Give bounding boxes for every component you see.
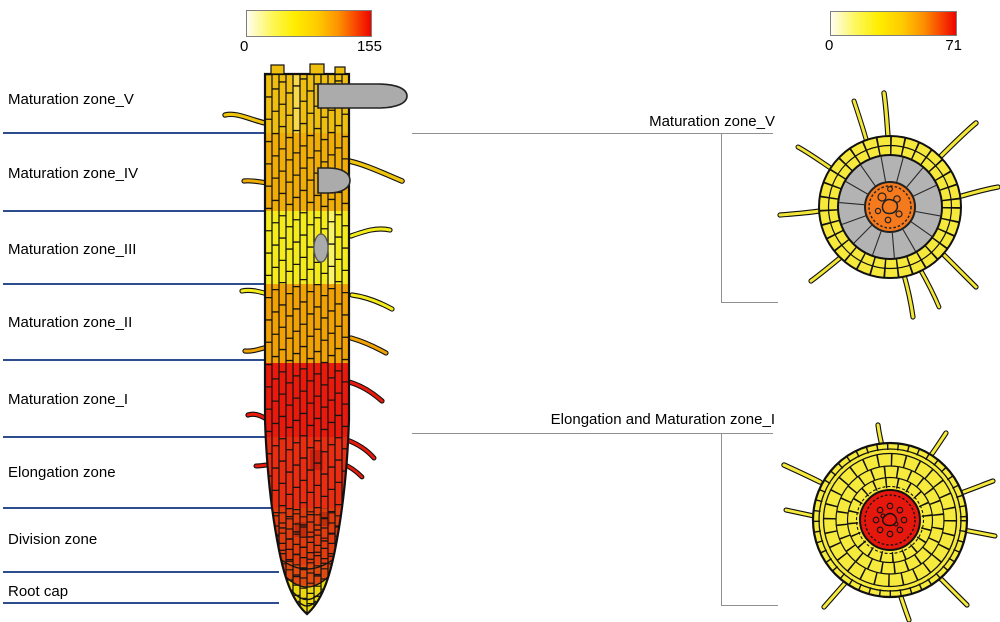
zone-divider-6 — [3, 507, 279, 509]
zone-label-division: Division zone — [8, 531, 98, 548]
colorbar-left-labels: 0 155 — [240, 39, 382, 55]
zone-divider-4 — [3, 359, 279, 361]
cross-section-maturation-v — [777, 90, 1000, 320]
zone-divider-2 — [3, 210, 279, 212]
callout-top-pointer — [721, 302, 778, 303]
colorbar-left-max: 155 — [356, 38, 382, 55]
zone-label-maturation-iii: Maturation zone_III — [8, 241, 137, 258]
stele-red — [859, 489, 921, 551]
cortex-cell-walls — [839, 156, 941, 258]
root-outline — [263, 72, 351, 616]
callout-top-vline — [721, 133, 722, 302]
zone-divider-1 — [3, 132, 279, 134]
colorbar-right-min: 0 — [825, 37, 834, 54]
callout-label-top: Maturation zone_V — [649, 113, 775, 130]
callout-bottom-pointer — [721, 605, 778, 606]
callout-bottom-hline — [412, 433, 773, 434]
colorbar-right — [830, 11, 957, 36]
cross-section-v-hairs — [777, 90, 1000, 320]
colorbar-left-gradient — [246, 10, 372, 37]
colorbar-left — [246, 10, 372, 37]
colorbar-right-max: 71 — [945, 37, 962, 54]
zone-divider-5 — [3, 436, 279, 438]
zone-divider-8 — [3, 602, 279, 604]
callout-top-hline — [412, 133, 773, 134]
colorbar-left-min: 0 — [240, 38, 249, 55]
lateral-root-primordia — [313, 83, 408, 263]
stele-orange — [864, 181, 916, 233]
zone-label-maturation-i: Maturation zone_I — [8, 391, 129, 408]
cobblestone-cells — [824, 454, 956, 586]
zone-label-elongation: Elongation zone — [8, 464, 116, 481]
colorbar-right-labels: 0 71 — [825, 38, 962, 54]
callout-label-bottom: Elongation and Maturation zone_I — [550, 411, 775, 428]
root-longitudinal-illustration — [222, 63, 408, 616]
zone-divider-3 — [3, 283, 279, 285]
colorbar-right-gradient — [830, 11, 957, 36]
zone-label-root-cap: Root cap — [8, 583, 69, 600]
callout-bottom-vline — [721, 433, 722, 605]
zone-label-maturation-v: Maturation zone_V — [8, 91, 134, 108]
zone-label-maturation-iv: Maturation zone_IV — [8, 165, 139, 182]
cross-section-elongation-maturation-i — [781, 422, 998, 622]
zone-divider-7 — [3, 571, 279, 573]
zone-label-maturation-ii: Maturation zone_II — [8, 314, 133, 331]
